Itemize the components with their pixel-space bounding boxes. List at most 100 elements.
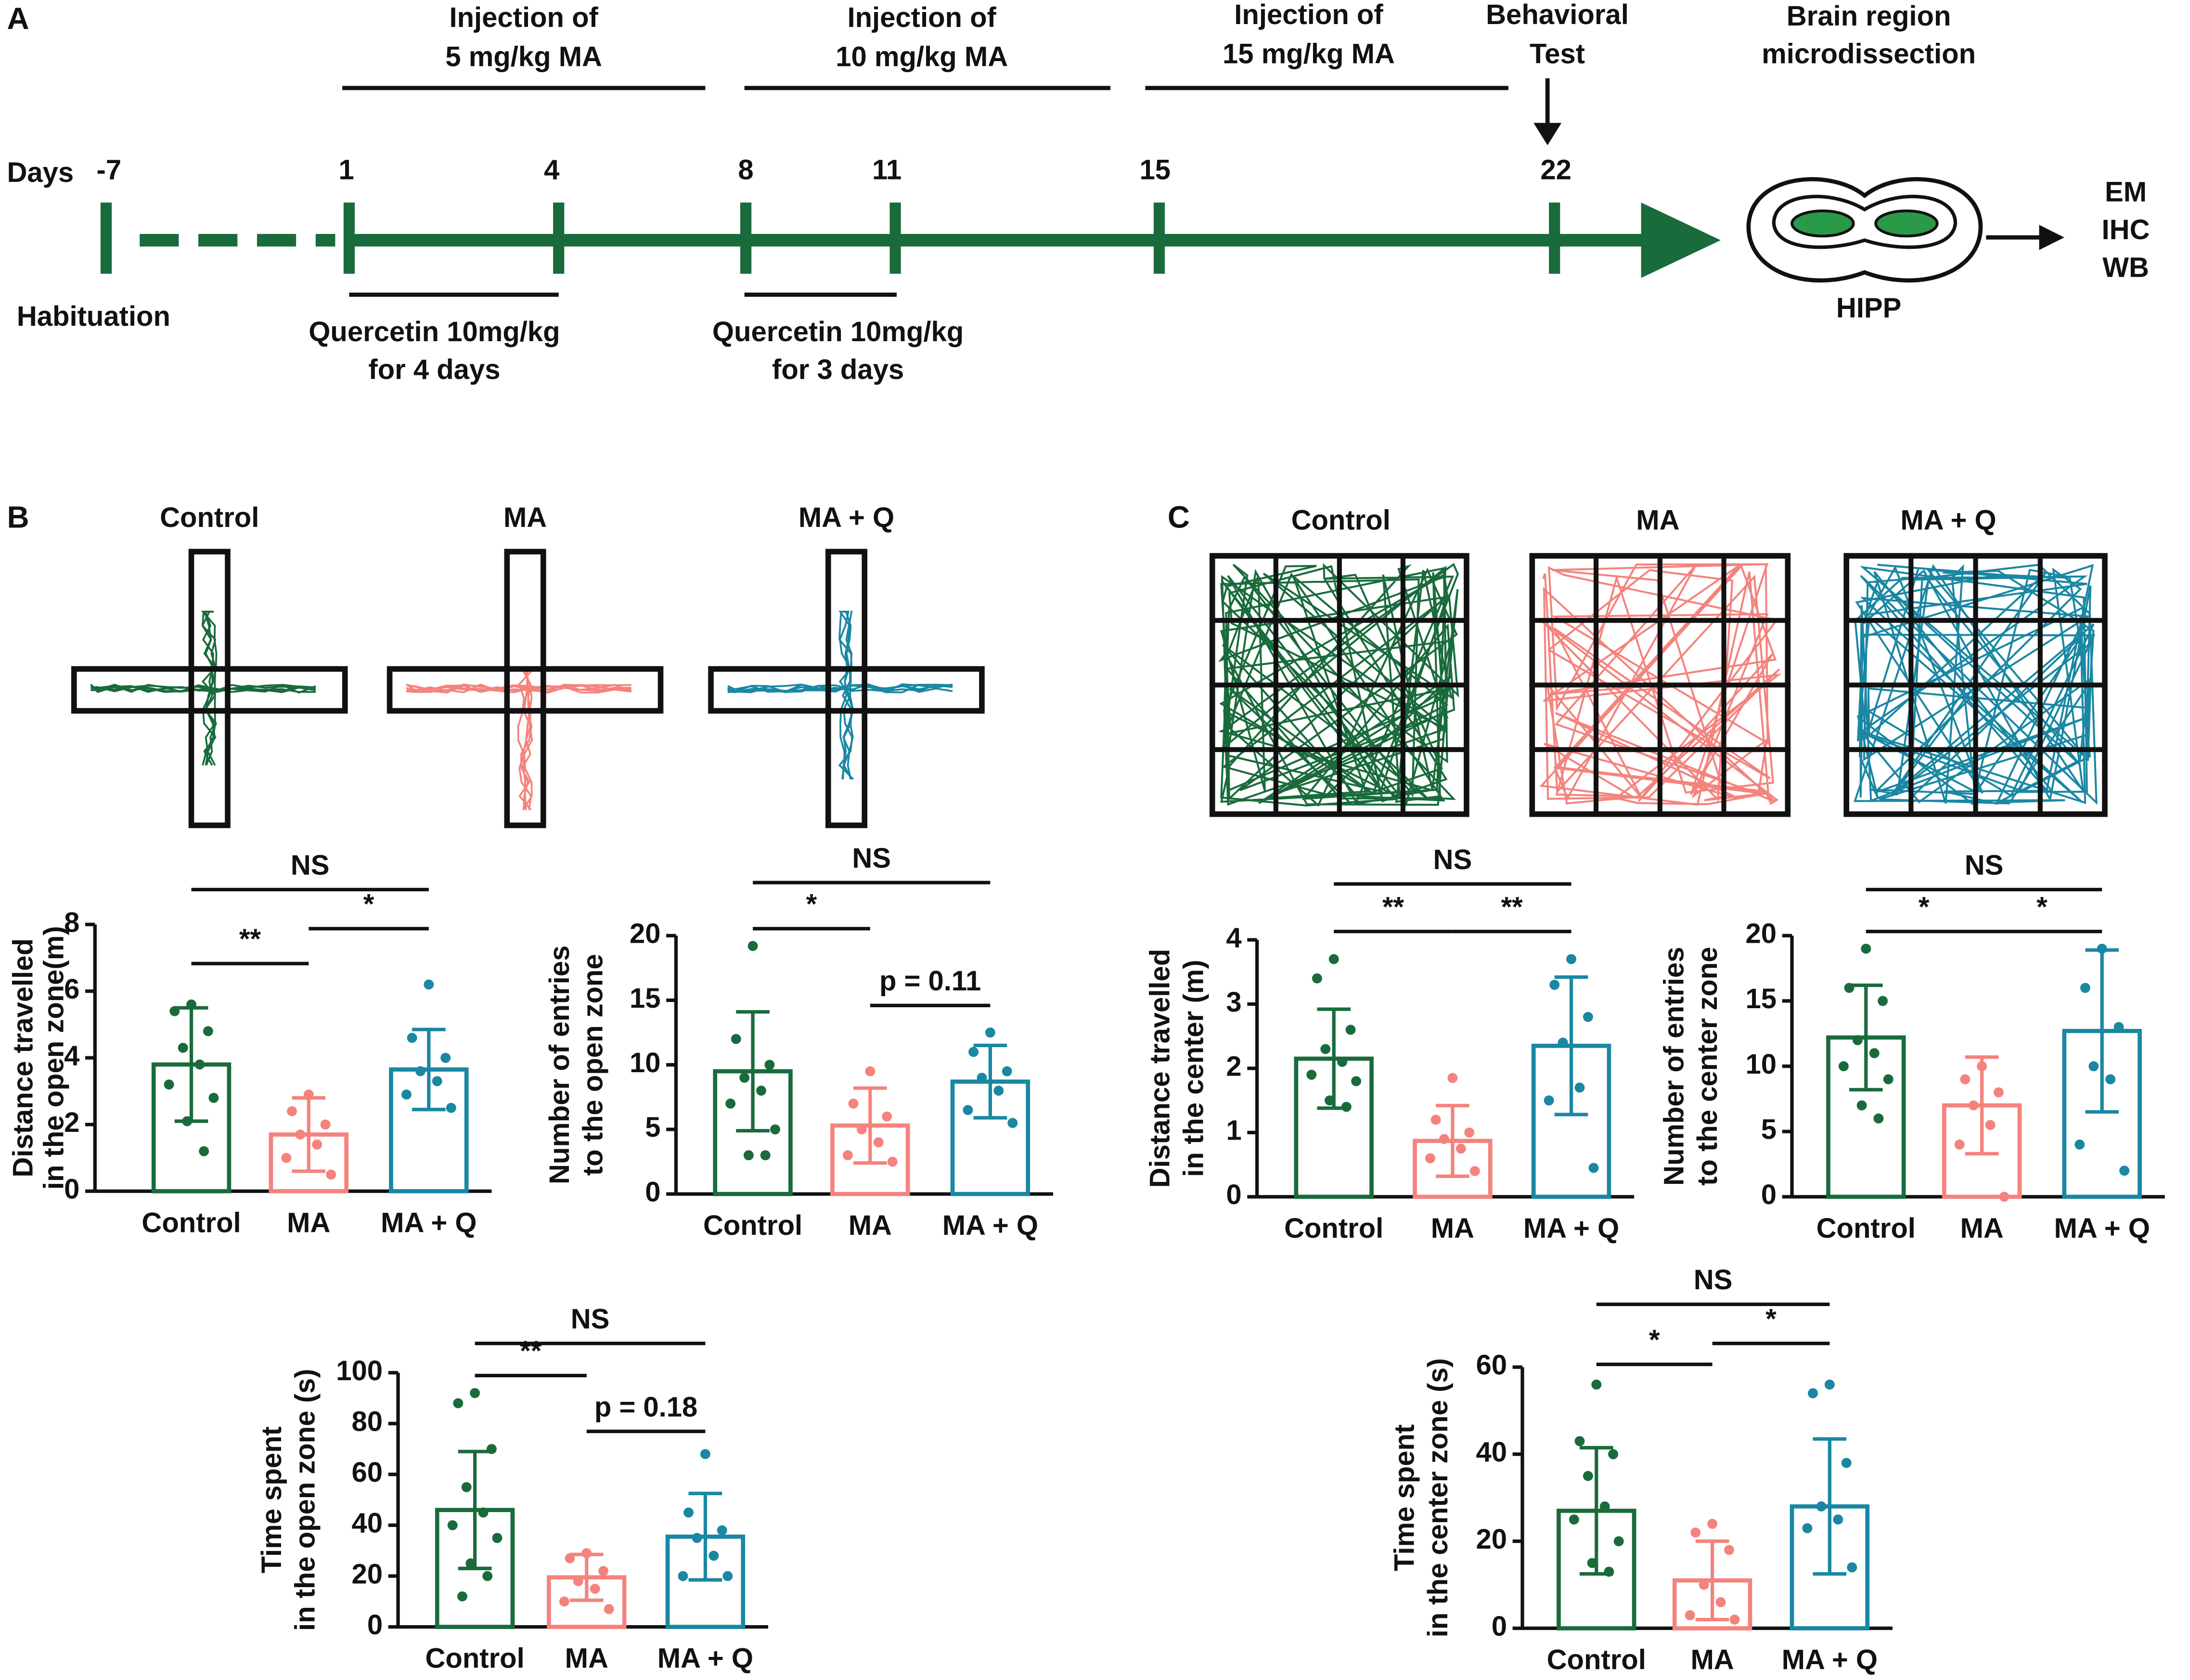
x-tick-label: Control (1816, 1213, 1916, 1244)
assay: IHC (2102, 214, 2150, 245)
data-point (457, 1591, 467, 1602)
track (90, 685, 316, 693)
data-point (2074, 1139, 2085, 1150)
data-point (1816, 1501, 1827, 1512)
x-tick-label: Control (142, 1207, 241, 1238)
panel-label: B (7, 500, 29, 534)
data-point (1007, 1118, 1018, 1128)
data-point (401, 1089, 412, 1100)
data-point (873, 1137, 884, 1148)
y-axis-label: Number of entries (544, 945, 575, 1184)
y-tick-label: 4 (1226, 922, 1241, 953)
y-axis-label: Time spent (256, 1426, 287, 1573)
data-point (573, 1576, 583, 1587)
y-tick-label: 5 (1761, 1114, 1777, 1145)
data-point (700, 1449, 710, 1459)
data-point (1306, 1069, 1317, 1080)
data-point (764, 1060, 775, 1070)
maze-arm (504, 549, 546, 828)
data-point (320, 1119, 331, 1130)
track (838, 611, 854, 780)
track-label: MA + Q (799, 502, 894, 533)
timeline-ticks (343, 202, 1560, 274)
x-tick-label: MA + Q (1523, 1213, 1619, 1244)
data-point (1833, 1514, 1843, 1525)
comparison-label: p = 0.11 (879, 965, 981, 997)
data-point (717, 1525, 727, 1536)
data-point (985, 1027, 995, 1038)
comparison-label: * (1649, 1324, 1660, 1356)
data-point (887, 1156, 898, 1167)
y-tick-label: 15 (630, 983, 661, 1014)
track-label: Control (160, 502, 259, 533)
data-point (194, 1059, 205, 1070)
data-point (604, 1604, 614, 1615)
data-point (407, 1033, 417, 1043)
track (727, 683, 953, 693)
data-point (1802, 1523, 1813, 1533)
y-tick-label: 20 (630, 918, 661, 949)
data-point (856, 1124, 867, 1135)
data-point (1954, 1139, 1965, 1150)
x-tick-label: Control (425, 1643, 524, 1674)
data-point (2088, 1061, 2099, 1072)
y-axis-label: Distance travelled (1145, 949, 1176, 1188)
y-tick-label: 2 (1226, 1051, 1241, 1082)
x-tick-label: MA (287, 1207, 330, 1238)
y-tick-label: 15 (1746, 983, 1777, 1014)
data-point (1583, 1471, 1593, 1481)
x-tick-label: MA + Q (1782, 1644, 1878, 1676)
data-point (208, 1092, 219, 1103)
quercetin-label: Quercetin 10mg/kg (309, 316, 560, 347)
data-point (760, 1150, 771, 1161)
comparison-label: NS (571, 1303, 610, 1334)
maze-arm (71, 666, 348, 714)
x-tick-label: MA (565, 1643, 608, 1674)
maze-arm (188, 549, 231, 828)
data-point (731, 1034, 741, 1044)
data-point (178, 1042, 188, 1053)
data-point (1345, 1025, 1356, 1035)
data-point (1699, 1579, 1709, 1590)
quercetin-label: for 4 days (368, 354, 500, 385)
x-tick-label: MA + Q (381, 1207, 477, 1238)
data-point (461, 1482, 472, 1492)
test-label: Test (1530, 38, 1585, 69)
data-point (424, 979, 434, 990)
y-axis-label: Number of entries (1658, 947, 1689, 1185)
data-point (1341, 1102, 1352, 1112)
y-tick-label: 0 (367, 1609, 383, 1641)
y-tick-label: 80 (352, 1406, 383, 1437)
injection-bars (342, 86, 1508, 297)
data-point (1808, 1388, 1818, 1398)
track (201, 611, 218, 766)
comparison-label: * (806, 889, 817, 920)
y-tick-label: 2 (64, 1107, 79, 1138)
data-point (465, 1558, 476, 1569)
y-tick-label: 40 (352, 1508, 383, 1539)
comparison-label: * (1919, 891, 1930, 923)
data-point (770, 1124, 780, 1135)
data-point (326, 1169, 336, 1180)
y-tick-label: 100 (336, 1355, 383, 1386)
y-axis-label: Time spent (1389, 1424, 1420, 1571)
data-point (848, 1098, 859, 1109)
x-tick-label: MA (1690, 1644, 1734, 1676)
day: 8 (738, 154, 753, 185)
data-point (1852, 1035, 1863, 1045)
maze-arm (825, 549, 868, 828)
y-tick-label: 0 (1226, 1179, 1241, 1210)
x-tick-label: Control (703, 1210, 802, 1241)
y-axis-label: in the center (m) (1178, 960, 1209, 1177)
data-point (1960, 1074, 1971, 1085)
data-point (1715, 1597, 1726, 1607)
assay-arrow-head (2039, 225, 2064, 250)
data-point (1841, 1458, 1852, 1468)
y-axis-label: to the center zone (1692, 947, 1723, 1185)
data-point (446, 1103, 456, 1113)
data-point (1447, 1073, 1458, 1083)
track (202, 611, 217, 766)
data-point (1337, 1057, 1348, 1067)
data-point (1574, 1436, 1585, 1447)
y-tick-label: 60 (352, 1457, 383, 1488)
